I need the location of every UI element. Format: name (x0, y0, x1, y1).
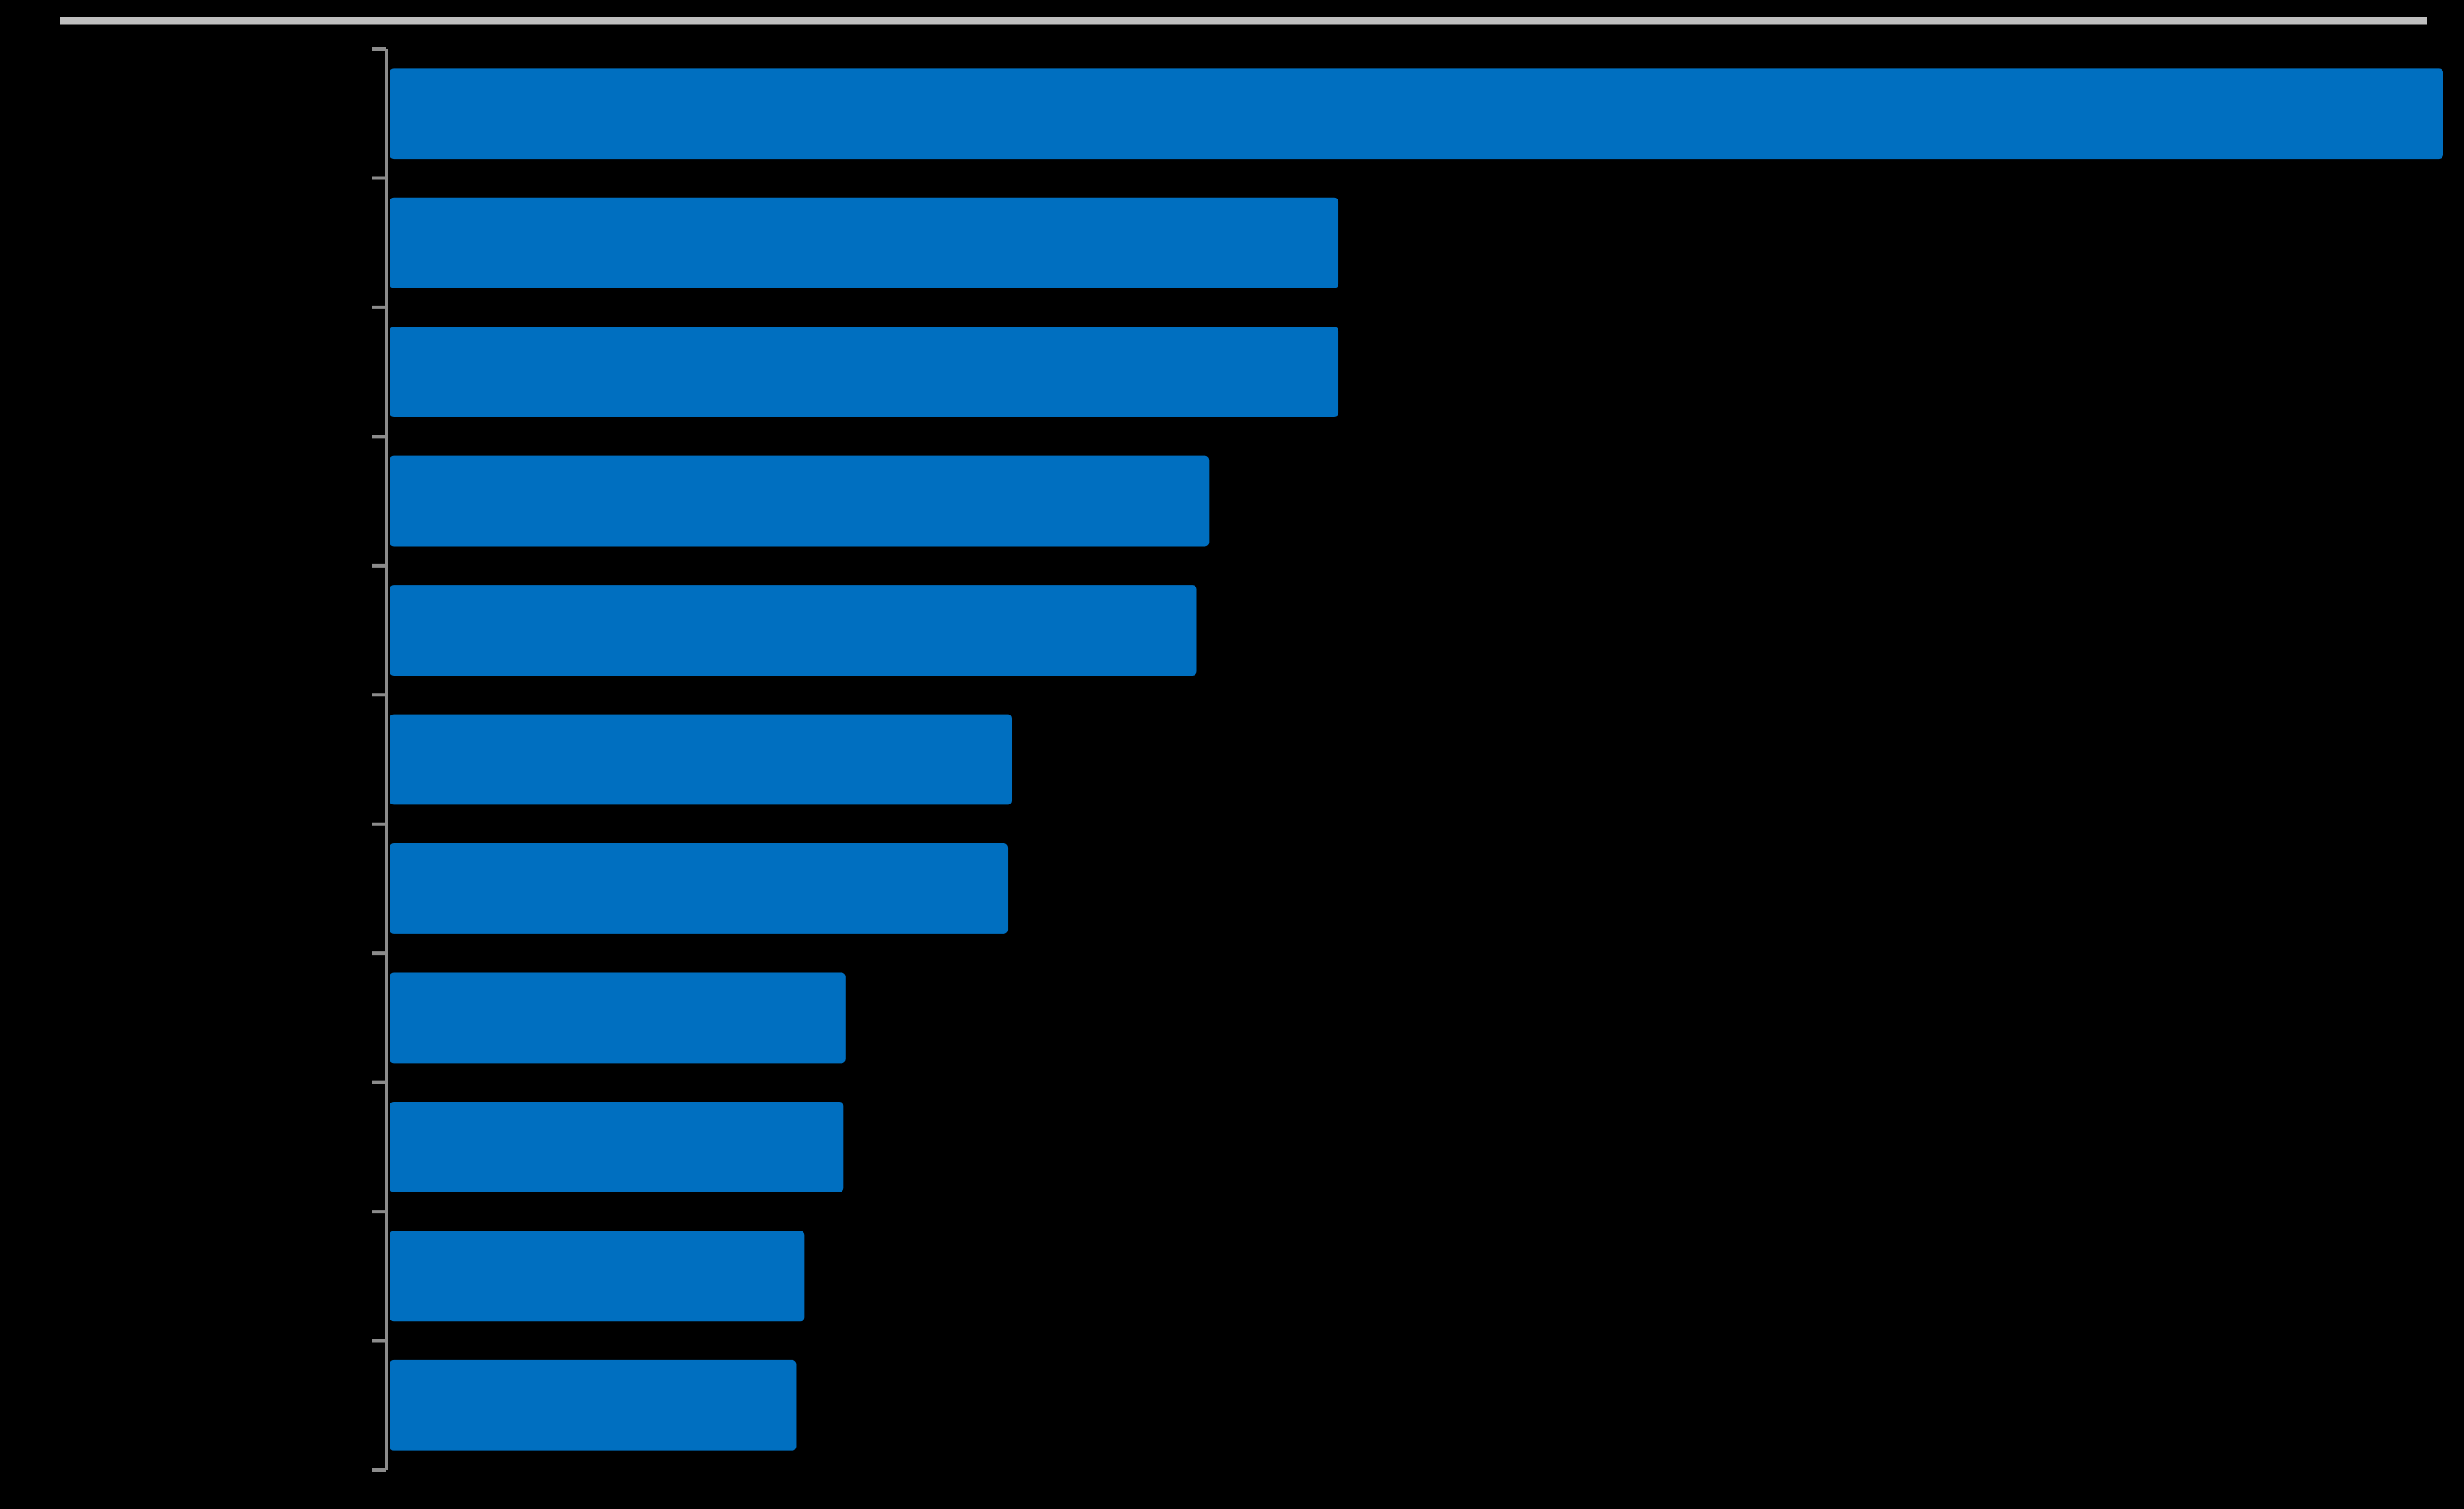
bar (390, 1231, 805, 1322)
bar (390, 1359, 797, 1451)
bar (390, 714, 1013, 805)
bar (390, 1101, 844, 1192)
bar (390, 327, 1339, 418)
bar (390, 843, 1009, 934)
bar (390, 455, 1210, 547)
bar (390, 197, 1339, 288)
bar (390, 972, 846, 1064)
bar (390, 585, 1197, 676)
bar (390, 68, 2443, 160)
